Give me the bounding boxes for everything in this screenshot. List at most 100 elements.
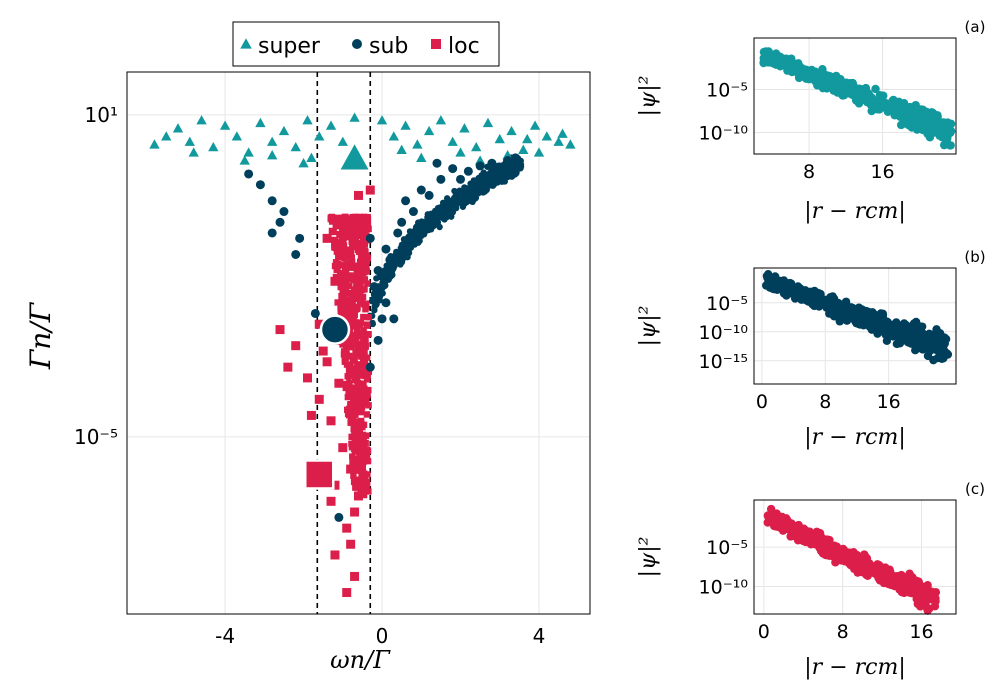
point-loc (360, 472, 368, 479)
point-super (416, 152, 427, 163)
main-panel: -4 0 4 10¹ 10⁻⁵ ωn/Γ Γn/Γ (24, 71, 591, 674)
point-loc (328, 227, 336, 235)
inset-point (937, 120, 946, 129)
inset-point (803, 290, 813, 299)
inset-ytick-label: 10⁻¹⁰ (699, 576, 748, 598)
point-loc (355, 421, 362, 429)
point-sub (487, 158, 497, 168)
point-loc (350, 507, 360, 517)
inset-point (763, 270, 773, 279)
point-sub (377, 314, 387, 324)
point-loc (326, 496, 336, 506)
inset-point (825, 302, 834, 312)
point-loc (360, 313, 367, 321)
inset-point (920, 589, 929, 598)
point-loc (341, 356, 348, 363)
point-loc (364, 447, 372, 454)
inset-point (862, 554, 872, 563)
inset-xlabel: |r − rcm| (804, 425, 905, 450)
inset-xtick-label: 0 (758, 621, 770, 643)
point-loc (345, 388, 352, 395)
point-loc (364, 471, 371, 478)
point-loc (334, 299, 341, 306)
point-loc (347, 233, 354, 240)
point-sub (365, 362, 375, 372)
point-sub (490, 181, 498, 188)
point-loc (365, 314, 372, 321)
point-sub (511, 164, 519, 172)
inset-point (923, 351, 933, 361)
inset-point (782, 54, 791, 63)
inset-point (825, 309, 834, 318)
point-loc (341, 254, 348, 262)
point-loc (357, 388, 364, 396)
inset-point (831, 558, 840, 567)
point-super (518, 144, 529, 154)
point-loc (358, 353, 365, 360)
inset-xtick-label: 8 (837, 621, 849, 643)
point-loc (352, 411, 359, 418)
point-super (459, 123, 470, 133)
main-ticks: -4 0 4 10¹ 10⁻⁵ (74, 103, 545, 648)
point-sub (275, 217, 285, 227)
point-loc (358, 222, 366, 229)
point-loc (339, 214, 346, 222)
inset-ytick-label: 10⁻⁵ (706, 293, 748, 315)
point-loc (330, 276, 340, 286)
point-loc (352, 372, 360, 380)
inset-point (911, 317, 921, 327)
inset-point (798, 528, 808, 537)
inset-point (816, 72, 826, 81)
point-sub (431, 220, 439, 227)
point-sub (456, 174, 466, 184)
point-loc (318, 346, 328, 356)
point-sub (470, 177, 478, 184)
point-loc (342, 303, 349, 310)
inset-point (775, 517, 784, 527)
point-loc (350, 357, 358, 364)
point-sub (368, 298, 376, 305)
inset-point (891, 322, 900, 332)
point-loc (360, 361, 367, 368)
inset-point (842, 316, 852, 325)
inset-point (911, 346, 920, 355)
point-loc (360, 491, 368, 499)
point-super (400, 120, 411, 130)
point-loc (359, 372, 366, 379)
inset-point (882, 336, 892, 346)
point-loc (365, 368, 373, 375)
point-loc (348, 258, 356, 266)
point-loc (359, 269, 367, 277)
point-loc (352, 331, 360, 339)
inset-point (905, 110, 914, 119)
point-sub (381, 244, 391, 254)
inset-frame (753, 267, 957, 385)
point-loc (336, 275, 343, 282)
point-sub (397, 217, 407, 227)
legend: super sub loc (232, 21, 500, 67)
inset-point (852, 306, 861, 315)
point-loc (348, 372, 356, 379)
point-loc (363, 252, 371, 259)
point-sub (425, 226, 432, 233)
point-loc (357, 417, 365, 425)
point-super (349, 112, 360, 122)
main-points (149, 112, 576, 598)
inset-ytick-label: 10⁻⁵ (706, 80, 748, 102)
point-loc (340, 242, 348, 249)
point-loc (359, 245, 367, 253)
inset-xtick-label: 0 (756, 391, 768, 413)
point-loc (343, 361, 351, 368)
point-loc (337, 304, 344, 311)
inset-point (872, 105, 882, 114)
point-loc (364, 280, 371, 287)
inset-point (905, 569, 914, 578)
point-loc (326, 416, 336, 426)
point-loc (360, 255, 368, 262)
point-super (255, 117, 266, 128)
point-sub (448, 198, 455, 205)
point-loc (353, 240, 360, 247)
point-sub (412, 223, 422, 233)
inset-point (885, 565, 894, 574)
point-loc (350, 571, 360, 581)
